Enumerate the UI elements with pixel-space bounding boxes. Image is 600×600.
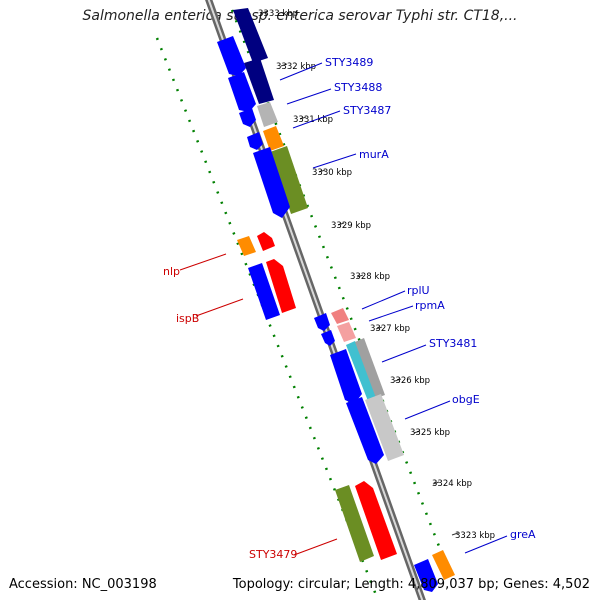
- tick-label: 3328 kbp: [350, 272, 390, 282]
- forward-arrow-track: [217, 36, 438, 592]
- gene-block[interactable]: [365, 394, 404, 461]
- accession-label: Accession: NC_003198: [9, 577, 157, 592]
- gene-label[interactable]: rpmA: [415, 299, 445, 312]
- gene-labels: STY3489 STY3488 STY3487 murA nlp ispB rp…: [163, 56, 536, 561]
- gene-label[interactable]: ispB: [176, 312, 199, 325]
- gene-label[interactable]: murA: [359, 148, 389, 161]
- tick-label: 3331 kbp: [293, 115, 333, 125]
- label-leaders: [179, 62, 508, 556]
- gene-block[interactable]: [257, 102, 278, 127]
- gene-block[interactable]: [233, 8, 268, 63]
- gene-arrow[interactable]: [247, 132, 263, 150]
- gene-label[interactable]: STY3481: [429, 337, 477, 350]
- gene-label[interactable]: STY3479: [249, 548, 297, 561]
- scale-labels: 3333 kbp 3332 kbp 3331 kbp 3330 kbp 3329…: [258, 9, 495, 541]
- gene-arrow[interactable]: [414, 559, 438, 592]
- gene-block[interactable]: [337, 322, 356, 342]
- tick-label: 3324 kbp: [432, 479, 472, 489]
- tick-label: 3323 kbp: [455, 531, 495, 541]
- gene-arrow[interactable]: [228, 72, 256, 112]
- gene-label[interactable]: STY3489: [325, 56, 373, 69]
- gene-label[interactable]: greA: [510, 528, 536, 541]
- reverse-gene-track: [237, 232, 397, 562]
- gene-label[interactable]: nlp: [163, 265, 180, 278]
- gene-arrow[interactable]: [253, 147, 290, 218]
- gene-block[interactable]: [346, 341, 377, 401]
- tick-label: 3327 kbp: [370, 324, 410, 334]
- inner-dotted-track: [155, 37, 380, 600]
- scale-tick-marks: [261, 10, 459, 536]
- gene-label[interactable]: STY3488: [334, 81, 382, 94]
- gene-arrow[interactable]: [257, 232, 275, 251]
- gene-arrow[interactable]: [330, 349, 362, 404]
- gene-arrow[interactable]: [314, 313, 330, 331]
- gene-arrow[interactable]: [355, 481, 397, 560]
- gene-block[interactable]: [335, 485, 374, 562]
- gene-block[interactable]: [244, 58, 274, 104]
- gene-block[interactable]: [263, 126, 284, 151]
- gene-label[interactable]: STY3487: [343, 104, 391, 117]
- gene-arrow[interactable]: [248, 263, 280, 320]
- gene-arrow[interactable]: [321, 330, 335, 346]
- forward-gene-track: [233, 8, 455, 580]
- gene-block[interactable]: [331, 308, 349, 324]
- gene-label[interactable]: rplU: [407, 284, 430, 297]
- map-title: Salmonella enterica subsp. enterica sero…: [82, 8, 518, 24]
- gene-block[interactable]: [237, 236, 256, 256]
- gene-arrow[interactable]: [239, 108, 256, 127]
- gene-arrow[interactable]: [266, 259, 296, 313]
- tick-label: 3326 kbp: [390, 376, 430, 386]
- tick-label: 3332 kbp: [276, 62, 316, 72]
- gene-arrow[interactable]: [346, 397, 384, 464]
- gene-block[interactable]: [432, 550, 455, 580]
- tick-label: 3330 kbp: [312, 168, 352, 178]
- tick-label: 3325 kbp: [410, 428, 450, 438]
- gene-block[interactable]: [355, 338, 385, 398]
- gene-block[interactable]: [270, 146, 308, 214]
- gene-label[interactable]: obgE: [452, 393, 480, 406]
- topology-label: Topology: circular; Length: 4,809,037 bp…: [232, 577, 590, 592]
- tick-label: 3333 kbp: [258, 9, 298, 19]
- gene-arrow[interactable]: [217, 36, 246, 76]
- tick-label: 3329 kbp: [331, 221, 371, 231]
